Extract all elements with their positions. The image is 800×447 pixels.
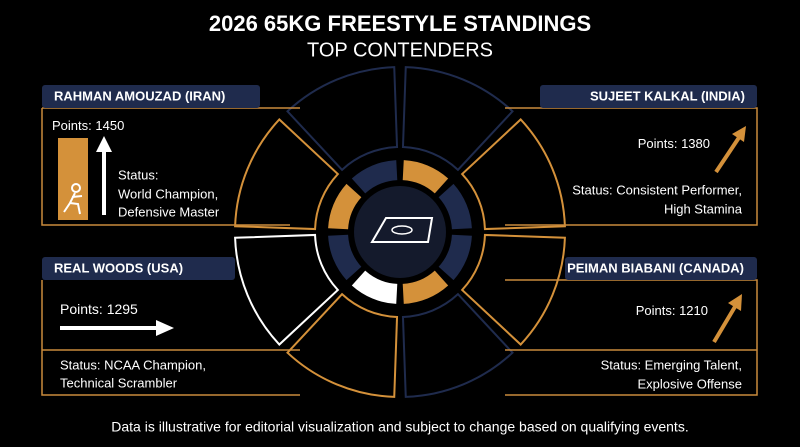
points-value: 1295 [107, 301, 138, 317]
wheel-segment [460, 118, 566, 231]
points-value: 1380 [681, 136, 710, 151]
points-label: Points: [60, 301, 103, 317]
points-text: Points: 1450 [52, 118, 124, 133]
status-line: Status: NCAA Champion, [60, 357, 206, 372]
status-line: Defensive Master [118, 204, 220, 219]
wheel-segment [234, 233, 340, 346]
card-tab [42, 257, 235, 280]
inner-ring [351, 270, 398, 304]
subtitle: TOP CONTENDERS [307, 39, 493, 61]
status-line: Status: Consistent Performer, [572, 182, 742, 197]
points-text: Points: 1380 [638, 136, 710, 151]
status-line: Explosive Offense [637, 376, 742, 391]
points-label: Points: [52, 118, 92, 133]
card-tab [42, 85, 260, 108]
wheel-segment [286, 292, 399, 398]
inner-ring [402, 270, 449, 304]
status-line: Status: [118, 167, 158, 182]
contender-name: REAL WOODS (USA) [54, 260, 183, 275]
status-line: Status: Emerging Talent, [601, 357, 742, 372]
status-line: High Stamina [664, 201, 743, 216]
inner-ring [351, 160, 398, 194]
arrow-head [732, 126, 746, 142]
arrow-head [728, 294, 742, 311]
points-text: Points: 1210 [636, 303, 708, 318]
mat-circle [391, 225, 413, 235]
wheel-segment [460, 233, 566, 346]
center-disc [354, 186, 446, 278]
footer-note: Data is illustrative for editorial visua… [111, 419, 688, 435]
inner-ring [438, 234, 472, 281]
points-label: Points: [636, 303, 676, 318]
points-text: Points: 1295 [60, 301, 138, 317]
wheel-segment [286, 66, 399, 172]
wheel-segment [234, 118, 340, 231]
points-label: Points: [638, 136, 678, 151]
wrestler-icon [63, 183, 83, 215]
inner-ring [328, 183, 362, 230]
bar-icon [58, 138, 88, 220]
contender-name: SUJEET KALKAL (INDIA) [590, 88, 745, 103]
card-tab [540, 85, 757, 108]
status-line: Technical Scrambler [60, 375, 178, 390]
arrow-diagonal [712, 303, 738, 344]
card-tab [565, 257, 757, 280]
inner-ring [402, 160, 449, 194]
card-border [41, 280, 300, 396]
contender-name: PEIMAN BIABANI (CANADA) [567, 260, 744, 275]
inner-ring [438, 183, 472, 230]
arrow-head [156, 320, 174, 336]
wheel [234, 66, 566, 398]
arrow-head [96, 136, 112, 152]
wheel-segment [401, 292, 514, 398]
contender-name: RAHMAN AMOUZAD (IRAN) [54, 88, 225, 103]
points-value: 1210 [679, 303, 708, 318]
mat-icon [370, 217, 434, 243]
wheel-segment [401, 66, 514, 172]
arrow-diagonal [714, 134, 742, 174]
status-line: World Champion, [118, 186, 218, 201]
inner-ring [328, 234, 362, 281]
title: 2026 65KG FREESTYLE STANDINGS [209, 11, 591, 36]
points-value: 1450 [95, 118, 124, 133]
